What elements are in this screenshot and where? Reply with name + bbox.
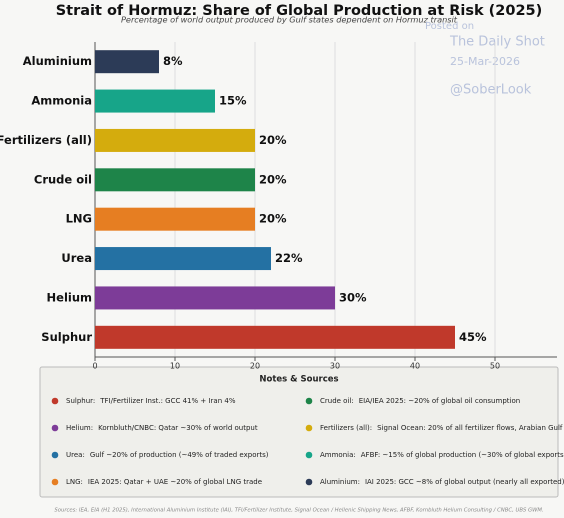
- x-tick-label: 10: [170, 362, 180, 371]
- note-text: IEA 2025: Qatar + UAE ~20% of global LNG…: [88, 478, 262, 486]
- y-tick-label: Helium: [47, 290, 92, 304]
- note-dot: [305, 478, 313, 486]
- value-label: 22%: [275, 251, 303, 265]
- y-tick-label: Urea: [61, 251, 92, 265]
- note: Aluminium: IAI 2025: GCC ~8% of global ou…: [320, 478, 564, 486]
- watermark: @SoberLook: [450, 83, 532, 98]
- sources: Sources: IEA, EIA (H1 2025), Internation…: [54, 508, 543, 514]
- note-label: Helium:: [66, 424, 93, 432]
- y-tick-label: Fertilizers (all): [0, 133, 92, 147]
- chart-subtitle: Percentage of world output produced by G…: [121, 15, 458, 25]
- note-label: Sulphur:: [66, 397, 95, 405]
- value-label: 30%: [339, 290, 367, 304]
- value-label: 20%: [259, 172, 287, 186]
- note-label: Fertilizers (all):: [320, 424, 372, 432]
- x-tick-label: 30: [330, 362, 340, 371]
- y-tick-label: Crude oil: [34, 172, 92, 186]
- value-label: 8%: [163, 54, 183, 68]
- note-dot: [51, 478, 59, 486]
- bar: [95, 168, 255, 192]
- note: Helium: Kornbluth/CNBC: Qatar ~30% of wor…: [66, 424, 258, 432]
- bar: [95, 286, 335, 310]
- note: Urea: Gulf ~20% of production (~49% of tr…: [66, 451, 269, 459]
- value-label: 20%: [259, 133, 287, 147]
- bar: [95, 50, 159, 74]
- note-label: Crude oil:: [320, 397, 354, 405]
- note: Sulphur: TFI/Fertilizer Inst.: GCC 41% + …: [66, 397, 236, 405]
- value-label: 15%: [219, 94, 247, 108]
- watermark: 25-Mar-2026: [450, 55, 520, 68]
- watermark: Posted on: [425, 21, 474, 32]
- x-tick-label: 50: [490, 362, 500, 371]
- chart-title: Strait of Hormuz: Share of Global Produc…: [56, 3, 543, 19]
- x-tick-label: 0: [92, 362, 97, 371]
- note: Fertilizers (all): Signal Ocean: 20% of a…: [320, 424, 563, 432]
- note-dot: [305, 451, 313, 459]
- value-label: 20%: [259, 212, 287, 226]
- note-text: Kornbluth/CNBC: Qatar ~30% of world outp…: [98, 424, 258, 432]
- note-dot: [51, 424, 59, 432]
- note-label: LNG:: [66, 478, 83, 486]
- note-text: AFBF: ~15% of global production (~30% of…: [361, 451, 564, 459]
- note: LNG: IEA 2025: Qatar + UAE ~20% of global…: [66, 478, 262, 486]
- bar: [95, 207, 255, 231]
- watermark: The Daily Shot: [449, 35, 545, 50]
- note-text: TFI/Fertilizer Inst.: GCC 41% + Iran 4%: [99, 397, 236, 405]
- value-label: 45%: [459, 330, 487, 344]
- note-dot: [305, 424, 313, 432]
- note-label: Ammonia:: [320, 451, 356, 459]
- bar: [95, 247, 271, 271]
- note: Crude oil: EIA/IEA 2025: ~20% of global o…: [320, 397, 520, 405]
- note: Ammonia: AFBF: ~15% of global production …: [320, 451, 564, 459]
- x-tick-label: 20: [250, 362, 260, 371]
- x-tick-label: 40: [410, 362, 420, 371]
- y-tick-label: Ammonia: [31, 94, 92, 108]
- note-text: IAI 2025: GCC ~8% of global output (near…: [365, 478, 564, 486]
- note-text: EIA/IEA 2025: ~20% of global oil consump…: [359, 397, 520, 405]
- y-tick-label: Aluminium: [23, 54, 92, 68]
- y-tick-label: Sulphur: [41, 330, 92, 344]
- bar: [95, 325, 455, 349]
- note-text: Gulf ~20% of production (~49% of traded …: [90, 451, 269, 459]
- bar: [95, 89, 215, 113]
- bar: [95, 128, 255, 152]
- notes-title: Notes & Sources: [259, 375, 338, 385]
- note-dot: [51, 451, 59, 459]
- y-tick-label: LNG: [66, 212, 92, 226]
- notes-box: [39, 366, 559, 498]
- note-text: Signal Ocean: 20% of all fertilizer flow…: [377, 424, 563, 432]
- note-label: Urea:: [66, 451, 85, 459]
- note-label: Aluminium:: [320, 478, 360, 486]
- note-dot: [51, 397, 59, 405]
- note-dot: [305, 397, 313, 405]
